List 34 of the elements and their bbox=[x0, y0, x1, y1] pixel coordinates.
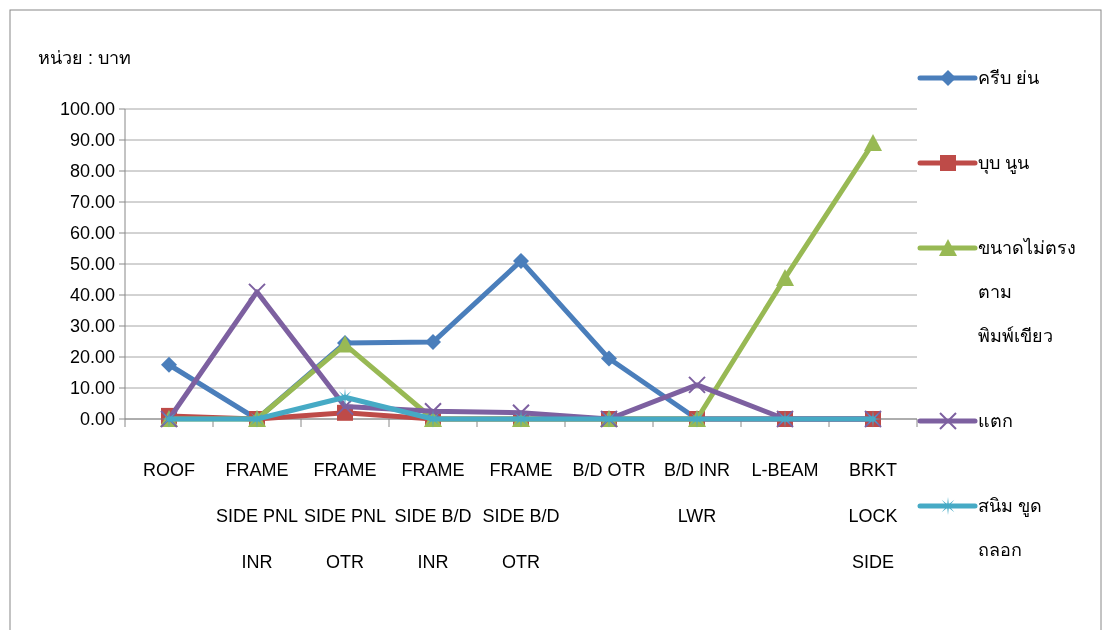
y-tick-label: 60.00 bbox=[69, 222, 115, 244]
y-tick-label: 20.00 bbox=[69, 346, 115, 368]
y-tick-label: 10.00 bbox=[69, 377, 115, 399]
y-tick-label: 0.00 bbox=[79, 408, 115, 430]
text: สนิม ขูดถลอก bbox=[978, 496, 1043, 560]
y-tick-label: 90.00 bbox=[69, 129, 115, 151]
legend-label: แตก bbox=[978, 410, 1014, 433]
x-tick-label: ROOF bbox=[142, 459, 196, 482]
point bbox=[425, 334, 441, 351]
category-label: FRAME SIDE PNL OTR bbox=[303, 460, 387, 572]
category-label: BRKT LOCK SIDE bbox=[848, 460, 898, 572]
y-tick-label: 40.00 bbox=[69, 284, 115, 306]
point bbox=[248, 282, 266, 301]
point bbox=[161, 356, 177, 373]
y-tick-label: 100.00 bbox=[59, 98, 115, 120]
category-label: FRAME SIDE B/D OTR bbox=[482, 460, 560, 572]
category-label: FRAME SIDE PNL INR bbox=[215, 460, 299, 572]
point bbox=[688, 375, 706, 394]
point bbox=[513, 252, 529, 269]
x-tick-label: L-BEAM bbox=[750, 459, 820, 482]
category-label: FRAME SIDE B/D INR bbox=[394, 460, 472, 572]
y-tick-label: 70.00 bbox=[69, 191, 115, 213]
y-axis-title: หน่วย : บาท bbox=[38, 47, 132, 70]
x-tick-label: B/D OTR bbox=[571, 459, 647, 482]
legend-label: ครีบ ย่น bbox=[978, 67, 1040, 90]
point bbox=[776, 268, 794, 286]
y-tick-label: 30.00 bbox=[69, 315, 115, 337]
y-tick-label: 80.00 bbox=[69, 160, 115, 182]
y-tick-label: 50.00 bbox=[69, 253, 115, 275]
point bbox=[601, 350, 617, 367]
category-label: B/D INR LWR bbox=[663, 460, 730, 526]
text: ขนาดไม่ตรงตามพิมพ์เขียว bbox=[978, 238, 1076, 346]
legend-label: บุบ นูน bbox=[978, 152, 1030, 176]
point bbox=[864, 134, 882, 152]
